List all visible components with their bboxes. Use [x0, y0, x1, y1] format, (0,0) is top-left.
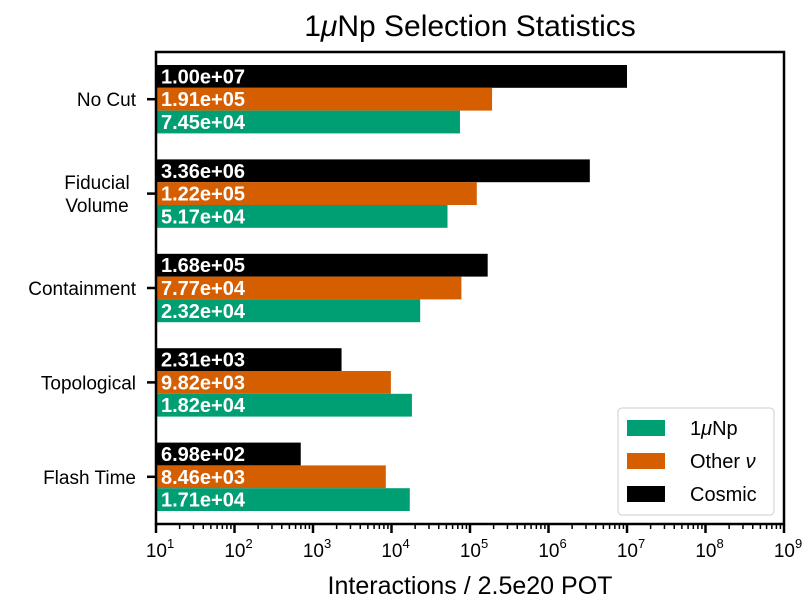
legend-label: Cosmic: [690, 484, 757, 506]
bar-value-label: 2.31e+03: [161, 350, 245, 372]
bar: [156, 371, 391, 394]
x-tick-label: 107: [617, 536, 645, 562]
bar-value-label: 9.82e+03: [161, 372, 245, 394]
y-tick-label: Flash Time: [43, 468, 136, 489]
x-tick-label: 108: [695, 536, 723, 562]
bar: [156, 299, 421, 323]
y-tick-label: Topological: [41, 373, 136, 394]
bar-value-label: 1.82e+04: [161, 395, 246, 417]
bar-value-label: 2.32e+04: [161, 301, 246, 323]
title-mu: μ: [320, 10, 337, 43]
legend-label: Other ν: [690, 451, 756, 473]
x-axis-label: Interactions / 2.5e20 POT: [328, 572, 613, 600]
bar: [156, 488, 410, 511]
chart-title: 1μNp Selection Statistics: [304, 10, 636, 43]
x-tick-label: 104: [381, 536, 409, 562]
bar: [156, 205, 448, 228]
bars-layer: [156, 65, 627, 511]
title-suffix: Np Selection Statistics: [337, 10, 635, 43]
x-tick-label: 106: [538, 536, 566, 562]
y-tick-label: Containment: [28, 279, 136, 300]
bar-value-label: 1.00e+07: [161, 66, 245, 88]
bar: [156, 65, 627, 88]
bar: [156, 159, 590, 183]
bar: [156, 182, 477, 205]
legend-swatch: [627, 486, 665, 502]
x-tick-label: 101: [146, 536, 174, 562]
bar-value-label: 1.71e+04: [161, 490, 246, 512]
x-tick-label: 103: [303, 536, 331, 562]
bar-value-label: 5.17e+04: [161, 206, 246, 228]
bar: [156, 465, 386, 489]
bar-value-label: 7.45e+04: [161, 112, 246, 134]
bar-value-label: 7.77e+04: [161, 278, 246, 300]
y-tick-label: No Cut: [77, 90, 137, 111]
legend-label: 1μNp: [690, 418, 738, 440]
title-prefix: 1: [304, 10, 321, 43]
bar-labels-layer: 1.00e+071.91e+057.45e+04 3.36e+061.22e+05…: [161, 66, 246, 511]
bar: [156, 87, 493, 111]
bar: [156, 110, 460, 134]
bar-value-label: 3.36e+06: [161, 161, 245, 183]
y-tick-label: Volume: [65, 196, 128, 217]
bar: [156, 276, 462, 300]
legend-swatch: [627, 420, 665, 436]
x-tick-label: 105: [460, 536, 488, 562]
bar-value-label: 1.68e+05: [161, 255, 245, 277]
bar-value-label: 6.98e+02: [161, 444, 245, 466]
bar: [156, 393, 412, 417]
bar-value-label: 1.22e+05: [161, 184, 245, 206]
y-tick-label: Fiducial: [64, 173, 129, 194]
bar-value-label: 8.46e+03: [161, 467, 245, 489]
legend-swatch: [627, 453, 665, 469]
bar: [156, 348, 342, 371]
legend: 1μNp Other ν Cosmic: [617, 407, 775, 516]
bar-value-label: 1.91e+05: [161, 89, 245, 111]
x-tick-label: 102: [224, 536, 252, 562]
x-tick-label: 109: [774, 536, 802, 562]
bar: [156, 442, 301, 466]
bar: [156, 253, 488, 277]
x-axis: 101 102 103 104 105 106 107 108 109: [146, 524, 802, 562]
